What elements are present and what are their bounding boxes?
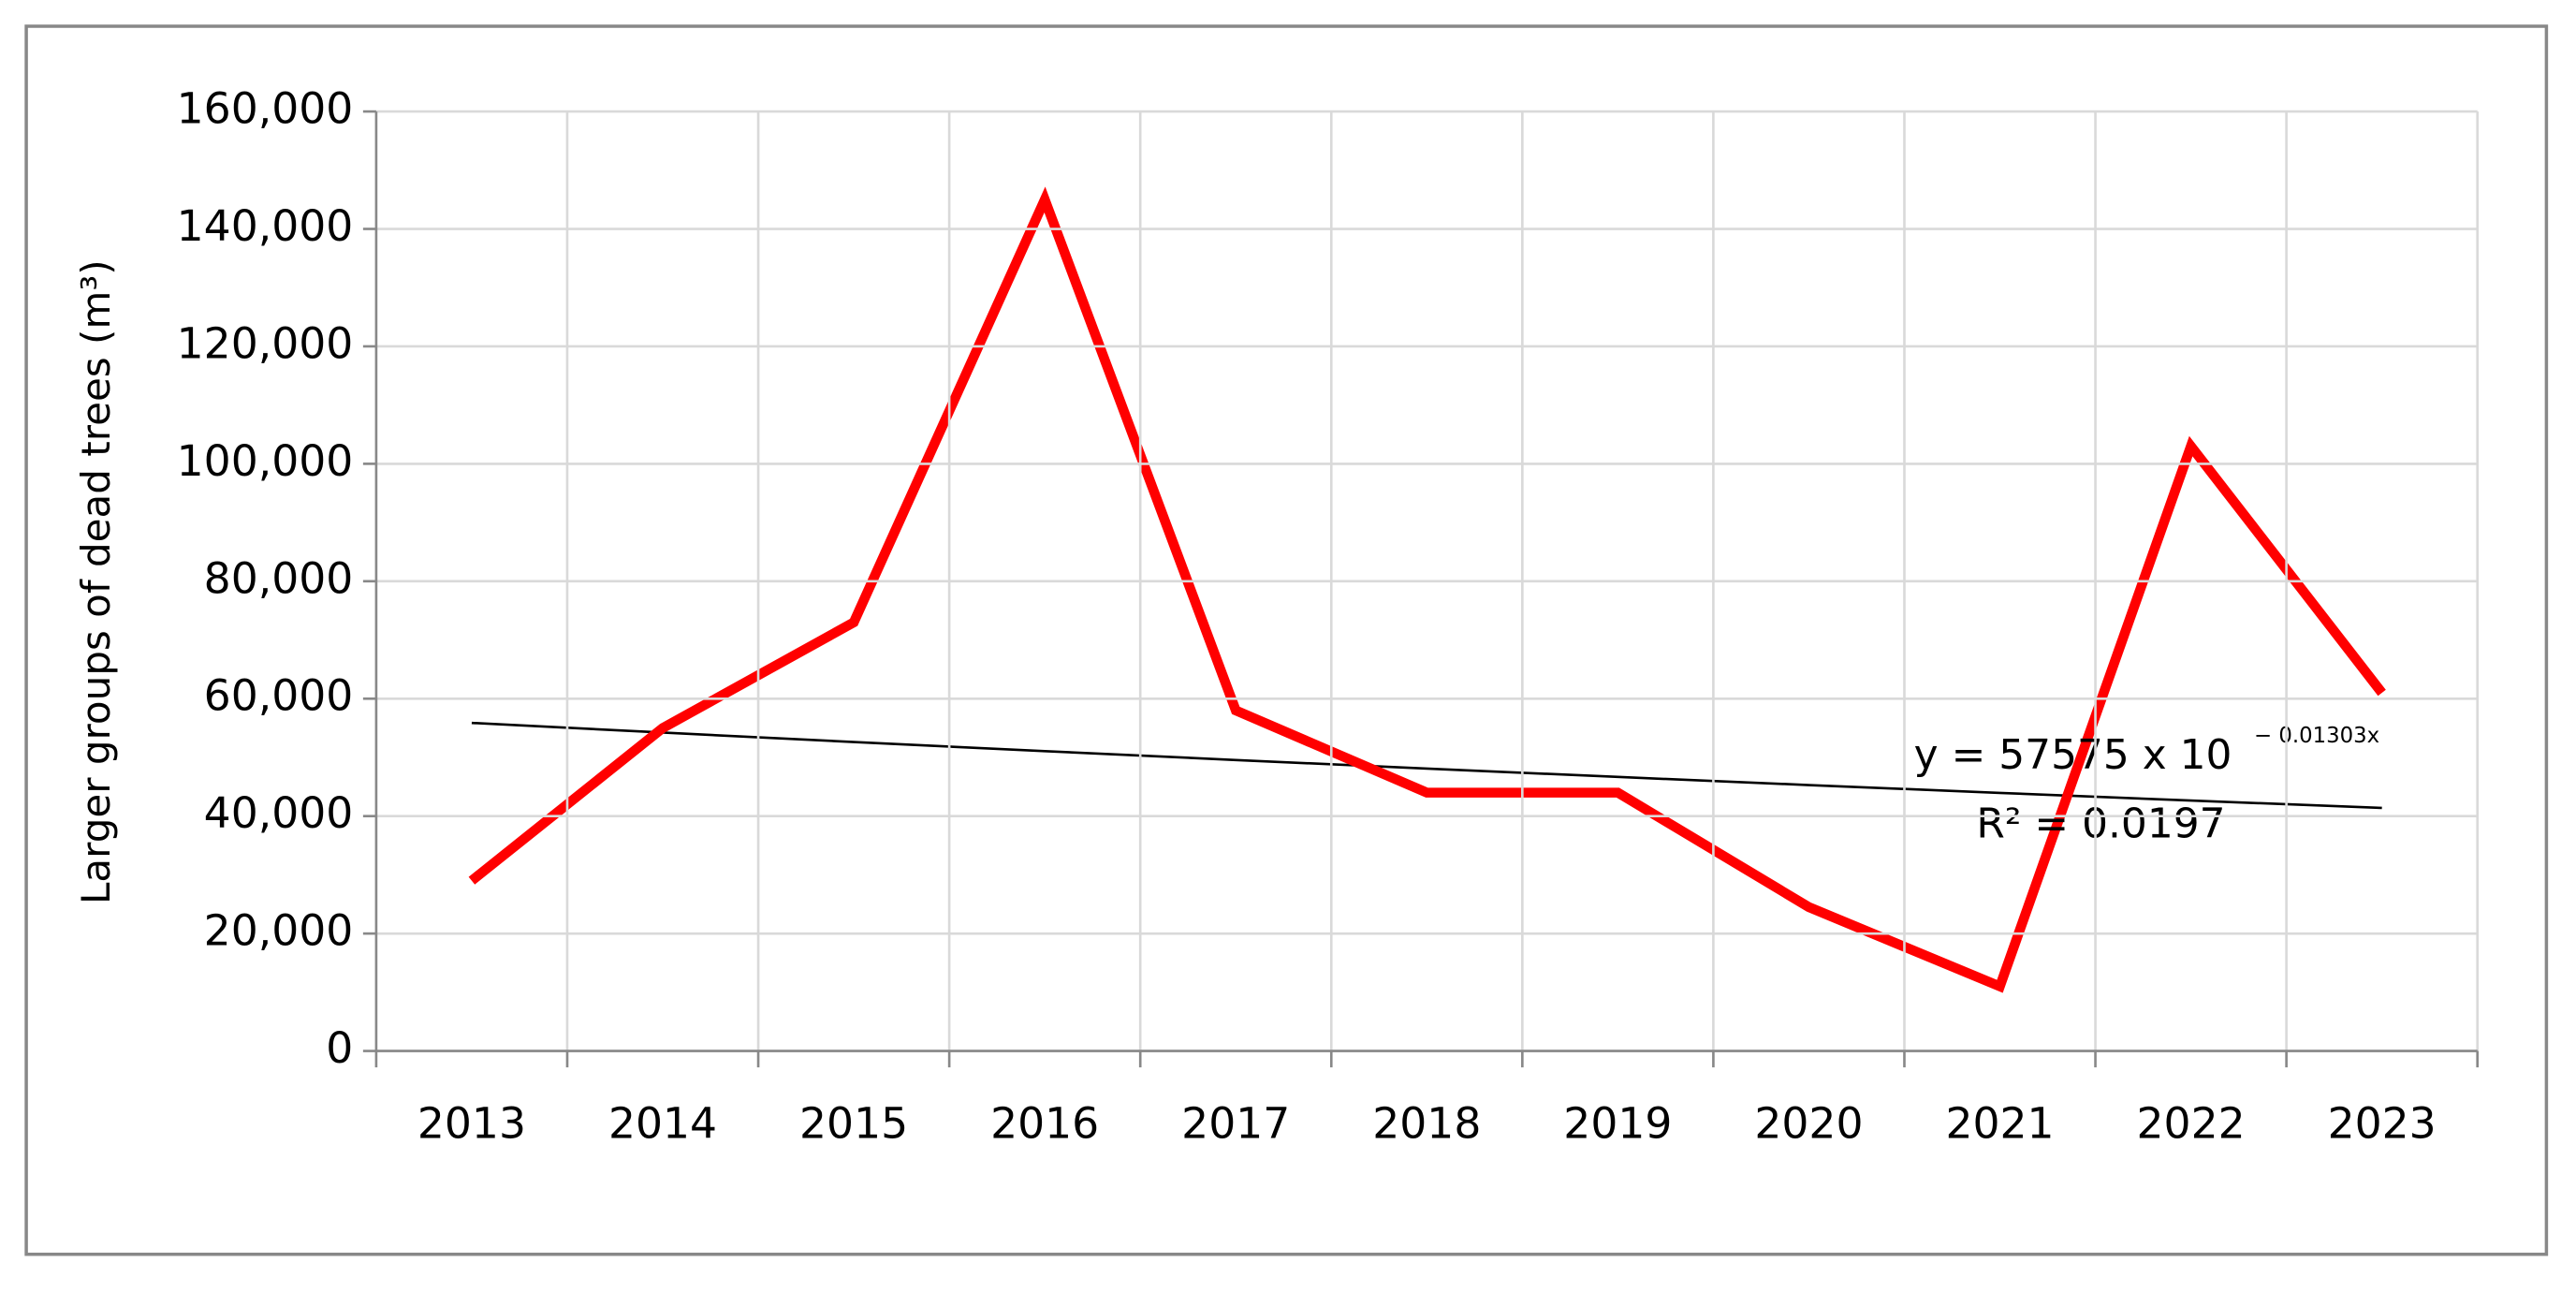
x-tick-label: 2021 [1945,1099,2054,1149]
x-tick-label: 2014 [608,1099,717,1149]
x-tick-label: 2013 [417,1099,526,1149]
data-line [468,186,2386,993]
y-tick-label: 20,000 [204,906,354,956]
y-tick-label: 160,000 [177,84,354,134]
x-tick-label: 2018 [1372,1099,1481,1149]
y-tick-label: 140,000 [177,201,354,251]
y-tick-label: 100,000 [177,436,354,486]
trend-r-squared: R² = 0.0197 [1976,800,2225,848]
x-tick-label: 2020 [1754,1099,1863,1149]
x-tick-label: 2015 [799,1099,908,1149]
y-tick-label: 60,000 [204,671,354,721]
trend-equation: y = 57575 x 10 [1914,731,2232,779]
y-tick-label: 40,000 [204,788,354,838]
y-tick-label: 120,000 [177,318,354,368]
chart-border [24,24,2549,1256]
trend-exponent: − 0.01303x [2254,724,2379,748]
x-tick-label: 2017 [1181,1099,1290,1149]
y-tick-label: 80,000 [204,553,354,603]
x-tick-label: 2019 [1563,1099,1672,1149]
y-axis-label: Larger groups of dead trees (m³) [73,259,119,904]
y-tick-label: 0 [326,1023,353,1073]
x-tick-label: 2016 [990,1099,1099,1149]
x-tick-label: 2023 [2328,1099,2437,1149]
x-tick-label: 2022 [2137,1099,2246,1149]
